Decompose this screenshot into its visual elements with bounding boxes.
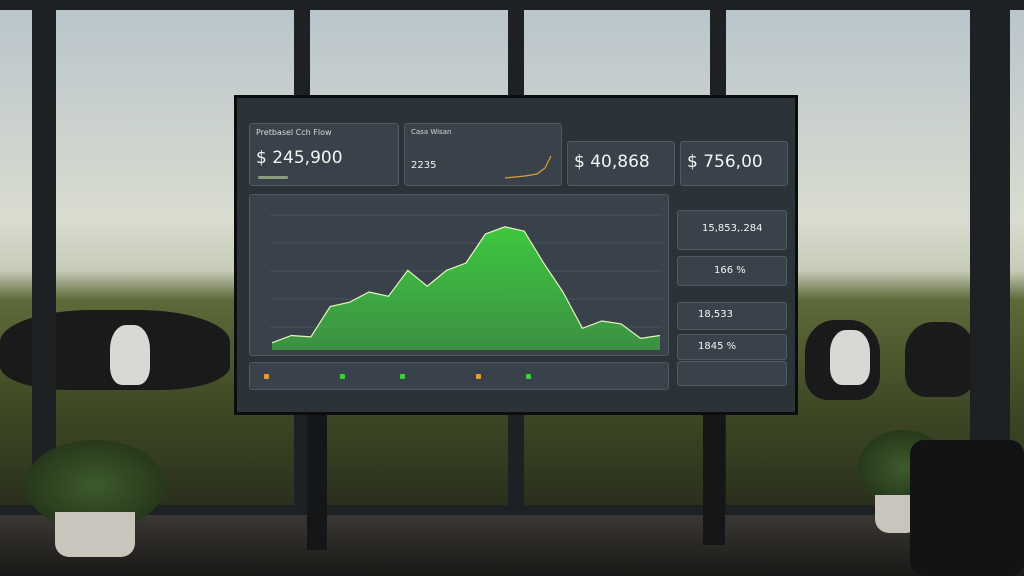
card-value: $ 40,868	[574, 152, 650, 172]
card-value: 2235	[411, 160, 437, 171]
dashboard-screen: Pretbasel Cch Flow $ 245,900 Casa Wisan …	[234, 95, 798, 415]
legend-panel	[249, 362, 669, 390]
card-value: $ 756,00	[687, 152, 763, 172]
side-value: 18,533	[698, 309, 733, 320]
stand-leg	[703, 410, 725, 545]
kpi-card: Pretbasel Cch Flow $ 245,900	[249, 123, 399, 186]
side-card: 15,853,.284	[677, 210, 787, 250]
cow	[110, 325, 150, 385]
side-card: 18,533	[677, 302, 787, 330]
chair	[910, 440, 1024, 576]
side-card: 1845 %	[677, 334, 787, 360]
kpi-card: $ 756,00	[680, 141, 788, 186]
card-title: Casa Wisan	[411, 128, 452, 136]
window-frame	[970, 0, 1010, 520]
placeholder	[258, 176, 288, 179]
side-card	[677, 361, 787, 386]
window-frame	[32, 0, 56, 520]
kpi-card: $ 40,868	[567, 141, 675, 186]
card-value: $ 245,900	[256, 148, 343, 168]
pot	[55, 512, 135, 557]
cow	[830, 330, 870, 385]
kpi-card: Casa Wisan 2235	[404, 123, 562, 186]
floor	[0, 515, 1024, 576]
cow	[905, 322, 975, 397]
chart-panel	[249, 194, 669, 356]
sparkline	[505, 155, 552, 179]
card-title: Pretbasel Cch Flow	[256, 128, 332, 137]
stand-leg	[307, 410, 327, 550]
area-line	[271, 226, 661, 344]
side-value: 15,853,.284	[702, 223, 763, 234]
area	[272, 226, 660, 350]
side-value: 1845 %	[698, 341, 737, 352]
side-value: 166 %	[714, 265, 746, 276]
chart	[270, 214, 662, 350]
side-card: 166 %	[677, 256, 787, 286]
